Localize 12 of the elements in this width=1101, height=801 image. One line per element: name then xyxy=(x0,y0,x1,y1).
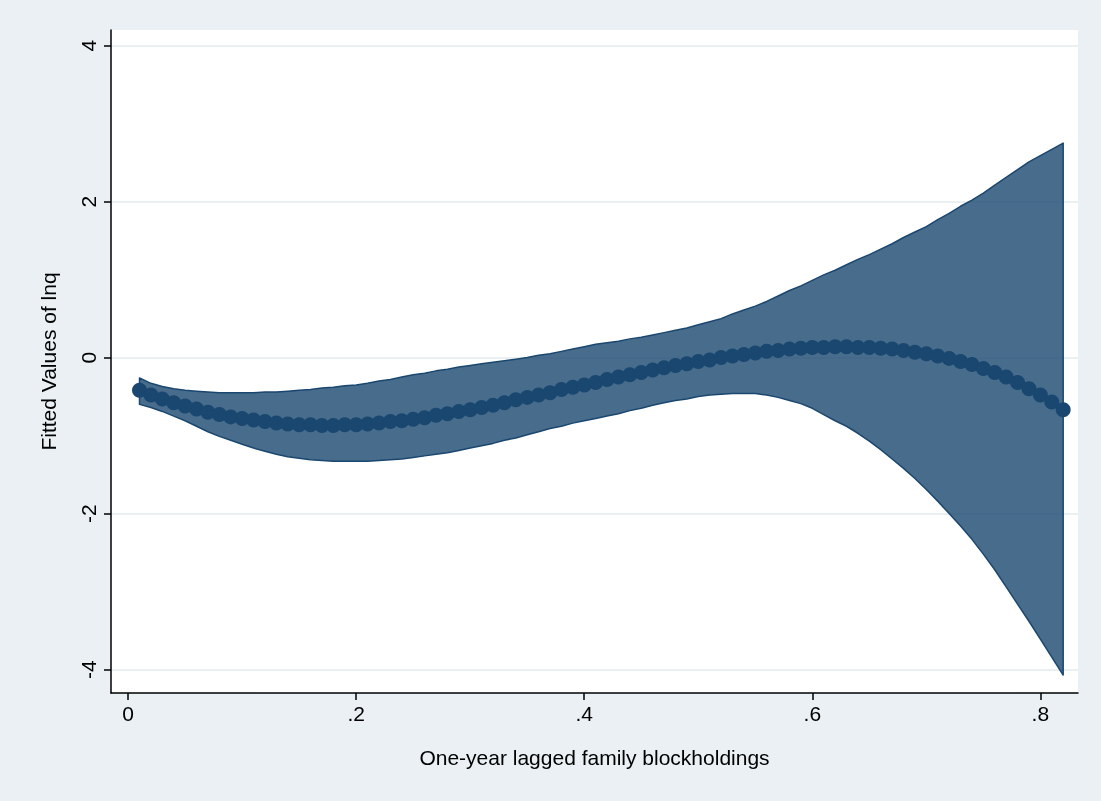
y-tick-label: 0 xyxy=(77,351,100,364)
y-axis-title: Fitted Values of lnq xyxy=(37,272,60,451)
x-tick-label: .6 xyxy=(803,702,822,725)
y-tick-label: -4 xyxy=(77,659,100,679)
y-tick-label: -2 xyxy=(77,504,100,523)
x-tick-label: 0 xyxy=(122,702,134,725)
y-tick-label: 2 xyxy=(77,195,100,208)
x-tick-label: .2 xyxy=(347,702,365,725)
x-axis-title: One-year lagged family blockholdings xyxy=(419,746,770,769)
x-tick-label: .8 xyxy=(1031,702,1050,725)
y-tick-label: 4 xyxy=(77,39,100,52)
x-tick-label: .4 xyxy=(575,702,594,725)
